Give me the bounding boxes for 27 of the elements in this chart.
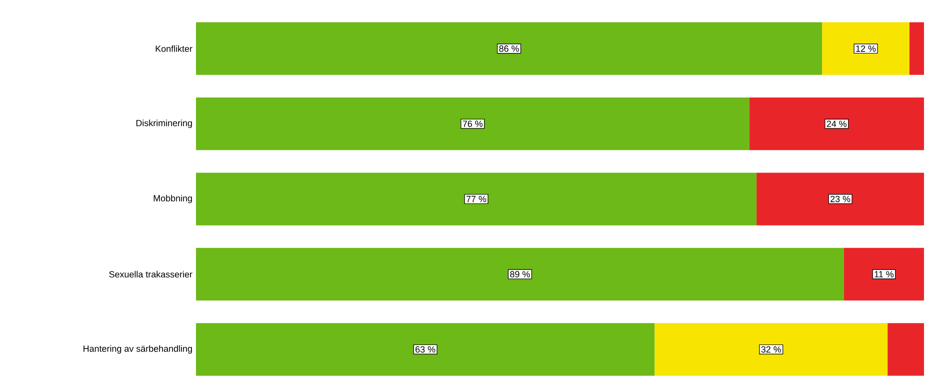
- bar: [888, 323, 924, 376]
- bar: [196, 22, 822, 75]
- data-label: 12 %: [856, 45, 876, 52]
- y-tick-label: Diskriminering: [136, 120, 192, 128]
- data-label: 76 %: [462, 120, 483, 127]
- data-label: 63 %: [416, 346, 436, 353]
- data-label: 89 %: [510, 271, 530, 278]
- bar: [909, 22, 924, 75]
- bar: [196, 323, 655, 376]
- bar: [196, 97, 750, 150]
- y-tick-label: Mobbning: [154, 194, 192, 204]
- data-label: 32 %: [761, 346, 782, 353]
- y-tick-label: Hantering av särbehandling: [84, 345, 192, 354]
- bar: [756, 172, 924, 226]
- data-label: 86 %: [499, 45, 519, 52]
- data-label: 24 %: [826, 120, 847, 127]
- y-tick-label: Sexuella trakasserier: [109, 270, 192, 278]
- data-label: 11 %: [874, 271, 894, 278]
- bar: [654, 323, 888, 376]
- bar: [844, 248, 924, 301]
- bar: [822, 22, 910, 75]
- data-label: 23 %: [830, 196, 850, 202]
- bar: [749, 97, 924, 150]
- y-tick-label: Konflikter: [156, 45, 192, 52]
- bar: [196, 172, 757, 226]
- bar: [196, 248, 844, 301]
- data-label: 77 %: [466, 196, 486, 202]
